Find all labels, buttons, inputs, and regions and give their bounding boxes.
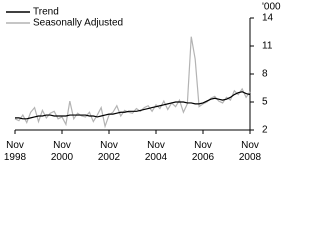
chart: '000 2 5 8 11 14 Nov 1998 Nov 2000 Nov 2002 Nov 2004… — [4, 2, 281, 163]
line-series — [14, 36, 251, 129]
x-tick-label: Nov 2002 — [98, 140, 121, 163]
x-tick-label: Nov 2006 — [192, 140, 215, 163]
y-axis-label: '000 — [262, 2, 281, 13]
legend-label: Trend — [33, 7, 59, 18]
y-tick-label: 8 — [262, 69, 268, 80]
y-tick-label: 2 — [262, 125, 268, 136]
x-tick-label: Nov 2004 — [145, 140, 168, 163]
y-tick-label: 11 — [262, 41, 273, 52]
line-series — [15, 91, 251, 120]
x-tick-label: Nov 2000 — [51, 140, 74, 163]
x-tick-label: Nov 1998 — [4, 140, 27, 163]
y-tick-label: 5 — [262, 97, 268, 108]
y-tick-label: 14 — [262, 13, 274, 24]
legend-label: Seasonally Adjusted — [33, 18, 123, 29]
x-tick-label: Nov 2008 — [239, 140, 262, 163]
